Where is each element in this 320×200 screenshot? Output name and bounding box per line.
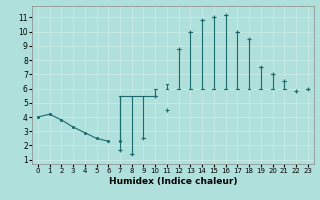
X-axis label: Humidex (Indice chaleur): Humidex (Indice chaleur) <box>108 177 237 186</box>
